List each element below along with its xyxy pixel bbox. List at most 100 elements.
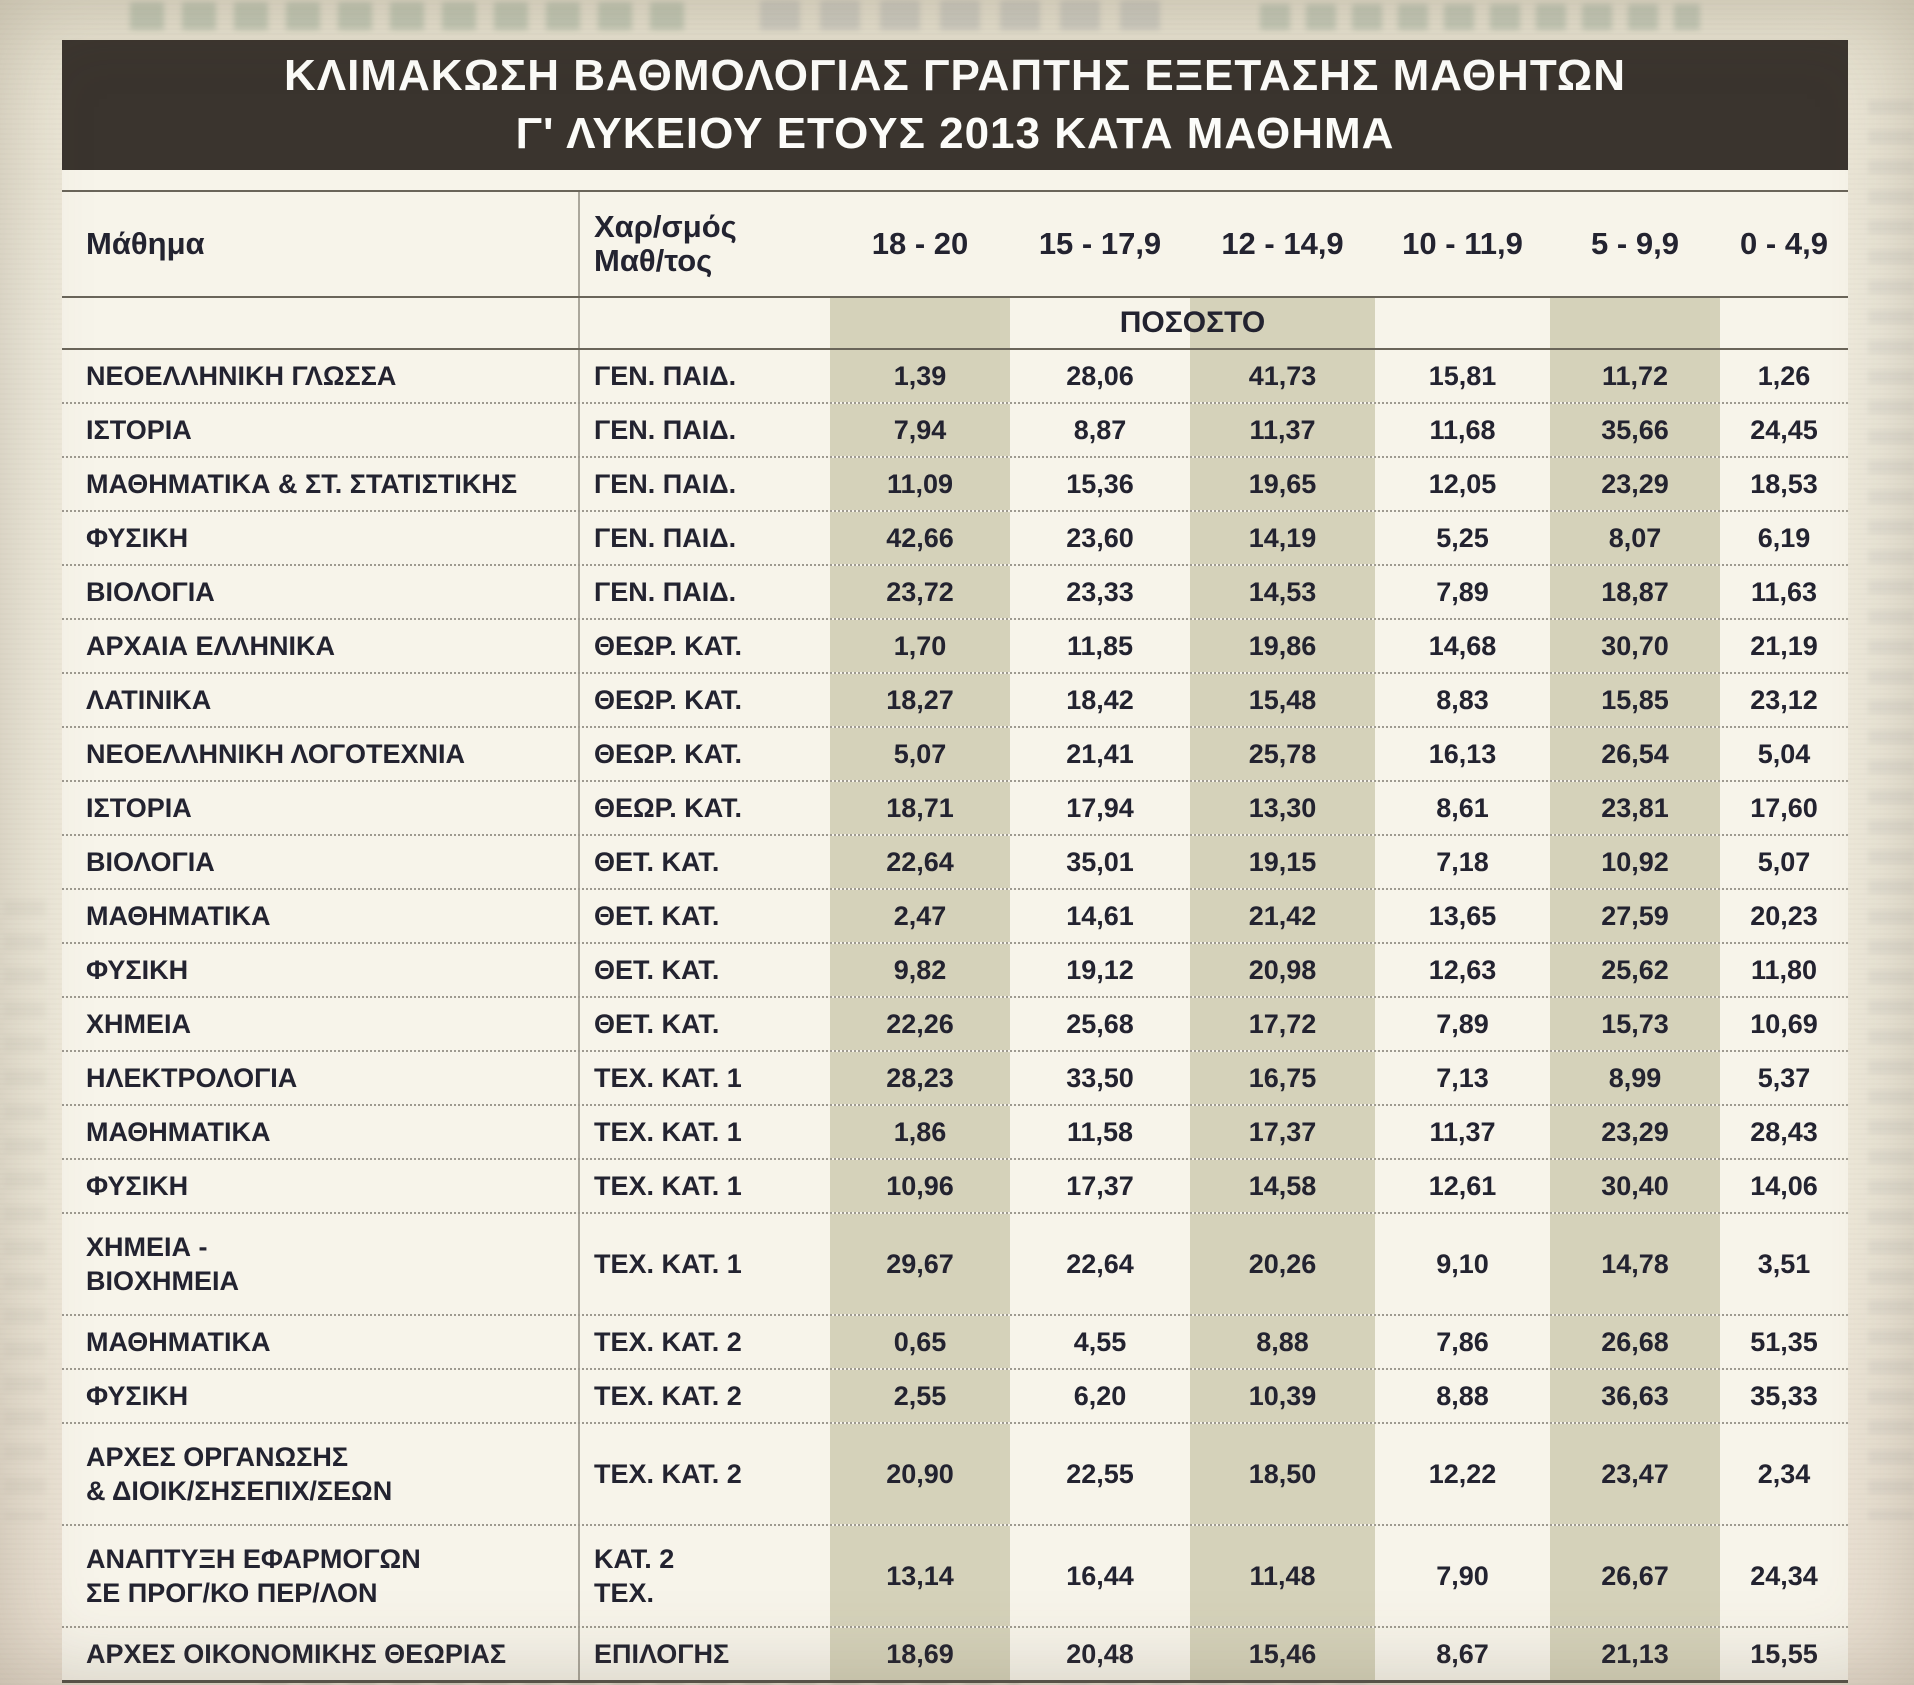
value-text: 10,96 [886, 1170, 954, 1201]
value-cell: 19,65 [1190, 458, 1375, 510]
value-cell: 26,54 [1550, 728, 1720, 780]
subject-cell: ΑΡΧΕΣ ΟΙΚΟΝΟΜΙΚΗΣ ΘΕΩΡΙΑΣ [62, 1628, 580, 1680]
value-cell: 18,69 [830, 1628, 1010, 1680]
value-text: 19,15 [1248, 846, 1317, 877]
value-cell: 13,14 [830, 1526, 1010, 1626]
value-text: 5,25 [1436, 522, 1489, 553]
subject-line: ΑΡΧΕΣ ΟΡΓΑΝΩΣΗΣ [86, 1442, 349, 1472]
type-cell: ΚΑΤ. 2 ΤΕΧ. [580, 1526, 830, 1626]
value-text: 29,67 [886, 1248, 954, 1279]
column-header-subject-label: Μάθημα [86, 226, 205, 261]
value-text: 3,51 [1757, 1248, 1811, 1279]
type-line: ΤΕΧ. ΚΑΤ. 1 [594, 1117, 742, 1147]
type-cell: ΘΕΤ. ΚΑΤ. [580, 836, 830, 888]
value-cell: 20,23 [1720, 890, 1848, 942]
value-cell: 1,39 [830, 350, 1010, 402]
type-cell: ΤΕΧ. ΚΑΤ. 2 [580, 1370, 830, 1422]
table-row: ΑΡΧΕΣ ΟΡΓΑΝΩΣΗΣ & ΔΙΟΙΚ/ΣΗΣΕΠΙΧ/ΣΕΩΝ ΤΕΧ. … [62, 1424, 1848, 1526]
value-cell: 17,94 [1010, 782, 1190, 834]
value-cell: 22,64 [830, 836, 1010, 888]
value-text: 9,10 [1436, 1248, 1489, 1279]
table-subheader: ΠΟΣΟΣΤΟ [62, 298, 1848, 350]
type-line: ΤΕΧ. [594, 1578, 655, 1608]
subheader-empty-type [580, 298, 830, 348]
value-cell: 17,60 [1720, 782, 1848, 834]
value-cell: 8,61 [1375, 782, 1550, 834]
value-cell: 8,88 [1375, 1370, 1550, 1422]
value-cell: 5,04 [1720, 728, 1848, 780]
value-text: 12,63 [1428, 954, 1497, 985]
value-text: 33,50 [1066, 1062, 1134, 1093]
value-text: 23,33 [1066, 576, 1134, 607]
subject-cell: ΦΥΣΙΚΗ [62, 1160, 580, 1212]
value-cell: 12,63 [1375, 944, 1550, 996]
subject-line: ΗΛΕΚΤΡΟΛΟΓΙΑ [86, 1063, 298, 1093]
value-text: 11,48 [1249, 1560, 1316, 1591]
table-row: ΜΑΘΗΜΑΤΙΚΑ ΘΕΤ. ΚΑΤ. 2,47 14,61 21,42 13,65 27… [62, 890, 1848, 944]
value-text: 13,14 [886, 1560, 954, 1591]
value-cell: 26,68 [1550, 1316, 1720, 1368]
subject-line: ΒΙΟΛΟΓΙΑ [86, 847, 215, 877]
value-text: 19,86 [1248, 630, 1317, 661]
title-line-1: ΚΛΙΜΑΚΩΣΗ ΒΑΘΜΟΛΟΓΙΑΣ ΓΡΑΠΤΗΣ ΕΞΕΤΑΣΗΣ Μ… [284, 51, 1626, 100]
value-text: 7,94 [893, 414, 947, 445]
type-cell: ΘΕΩΡ. ΚΑΤ. [580, 782, 830, 834]
value-cell: 35,01 [1010, 836, 1190, 888]
subheader-empty-cell [1720, 298, 1848, 348]
value-cell: 18,53 [1720, 458, 1848, 510]
value-text: 8,88 [1256, 1326, 1309, 1357]
value-cell: 15,81 [1375, 350, 1550, 402]
column-header-type-line2: Μαθ/τος [594, 243, 713, 278]
value-cell: 13,30 [1190, 782, 1375, 834]
value-cell: 23,72 [830, 566, 1010, 618]
value-cell: 10,39 [1190, 1370, 1375, 1422]
value-cell: 17,72 [1190, 998, 1375, 1050]
value-text: 17,94 [1066, 792, 1134, 823]
value-text: 12,22 [1428, 1458, 1497, 1489]
value-text: 8,83 [1436, 684, 1489, 715]
value-text: 26,68 [1601, 1326, 1669, 1357]
value-cell: 11,68 [1375, 404, 1550, 456]
subheader-empty-cell [1190, 298, 1375, 348]
table-row: ΦΥΣΙΚΗ ΤΕΧ. ΚΑΤ. 1 10,96 17,37 14,58 12,61 30,… [62, 1160, 1848, 1214]
value-text: 7,13 [1436, 1062, 1489, 1093]
value-cell: 30,40 [1550, 1160, 1720, 1212]
value-text: 14,06 [1750, 1170, 1818, 1201]
value-cell: 2,55 [830, 1370, 1010, 1422]
value-cell: 2,47 [830, 890, 1010, 942]
subject-line: ΦΥΣΙΚΗ [86, 955, 189, 985]
value-text: 20,90 [886, 1458, 954, 1489]
table-header: Μάθημα Χαρ/σμός Μαθ/τος 18 - 20 15 - 17,… [62, 190, 1848, 298]
value-cell: 12,22 [1375, 1424, 1550, 1524]
column-header-range: 0 - 4,9 [1740, 226, 1828, 261]
subject-cell: ΜΑΘΗΜΑΤΙΚΑ & ΣΤ. ΣΤΑΤΙΣΤΙΚΗΣ [62, 458, 580, 510]
type-cell: ΤΕΧ. ΚΑΤ. 1 [580, 1106, 830, 1158]
table-row: ΜΑΘΗΜΑΤΙΚΑ ΤΕΧ. ΚΑΤ. 1 1,86 11,58 17,37 11,37… [62, 1106, 1848, 1160]
value-cell: 25,62 [1550, 944, 1720, 996]
value-cell: 20,98 [1190, 944, 1375, 996]
value-cell: 15,55 [1720, 1628, 1848, 1680]
subject-cell: ΙΣΤΟΡΙΑ [62, 782, 580, 834]
value-text: 5,07 [893, 738, 947, 769]
value-cell: 14,58 [1190, 1160, 1375, 1212]
table-row: ΝΕΟΕΛΛΗΝΙΚΗ ΓΛΩΣΣΑ ΓΕΝ. ΠΑΙΔ. 1,39 28,06 41,… [62, 350, 1848, 404]
column-header-subject: Μάθημα [62, 192, 580, 296]
value-text: 15,81 [1428, 360, 1497, 391]
subject-cell: ΑΡΧΕΣ ΟΡΓΑΝΩΣΗΣ & ΔΙΟΙΚ/ΣΗΣΕΠΙΧ/ΣΕΩΝ [62, 1424, 580, 1524]
value-text: 26,67 [1601, 1560, 1669, 1591]
value-text: 11,37 [1429, 1116, 1496, 1147]
value-text: 18,71 [886, 792, 954, 823]
subject-line: ΛΑΤΙΝΙΚΑ [86, 685, 212, 715]
value-text: 8,88 [1436, 1380, 1489, 1411]
table-row: ΧΗΜΕΙΑ - ΒΙΟΧΗΜΕΙΑ ΤΕΧ. ΚΑΤ. 1 29,67 22,64 20… [62, 1214, 1848, 1316]
value-text: 18,53 [1750, 468, 1818, 499]
value-cell: 20,48 [1010, 1628, 1190, 1680]
table-row: ΜΑΘΗΜΑΤΙΚΑ & ΣΤ. ΣΤΑΤΙΣΤΙΚΗΣ ΓΕΝ. ΠΑΙΔ. 11… [62, 458, 1848, 512]
value-cell: 12,05 [1375, 458, 1550, 510]
subject-cell: ΝΕΟΕΛΛΗΝΙΚΗ ΛΟΓΟΤΕΧΝΙΑ [62, 728, 580, 780]
value-cell: 4,55 [1010, 1316, 1190, 1368]
value-text: 42,66 [886, 522, 954, 553]
value-cell: 7,13 [1375, 1052, 1550, 1104]
value-cell: 18,71 [830, 782, 1010, 834]
value-text: 19,65 [1248, 468, 1317, 499]
